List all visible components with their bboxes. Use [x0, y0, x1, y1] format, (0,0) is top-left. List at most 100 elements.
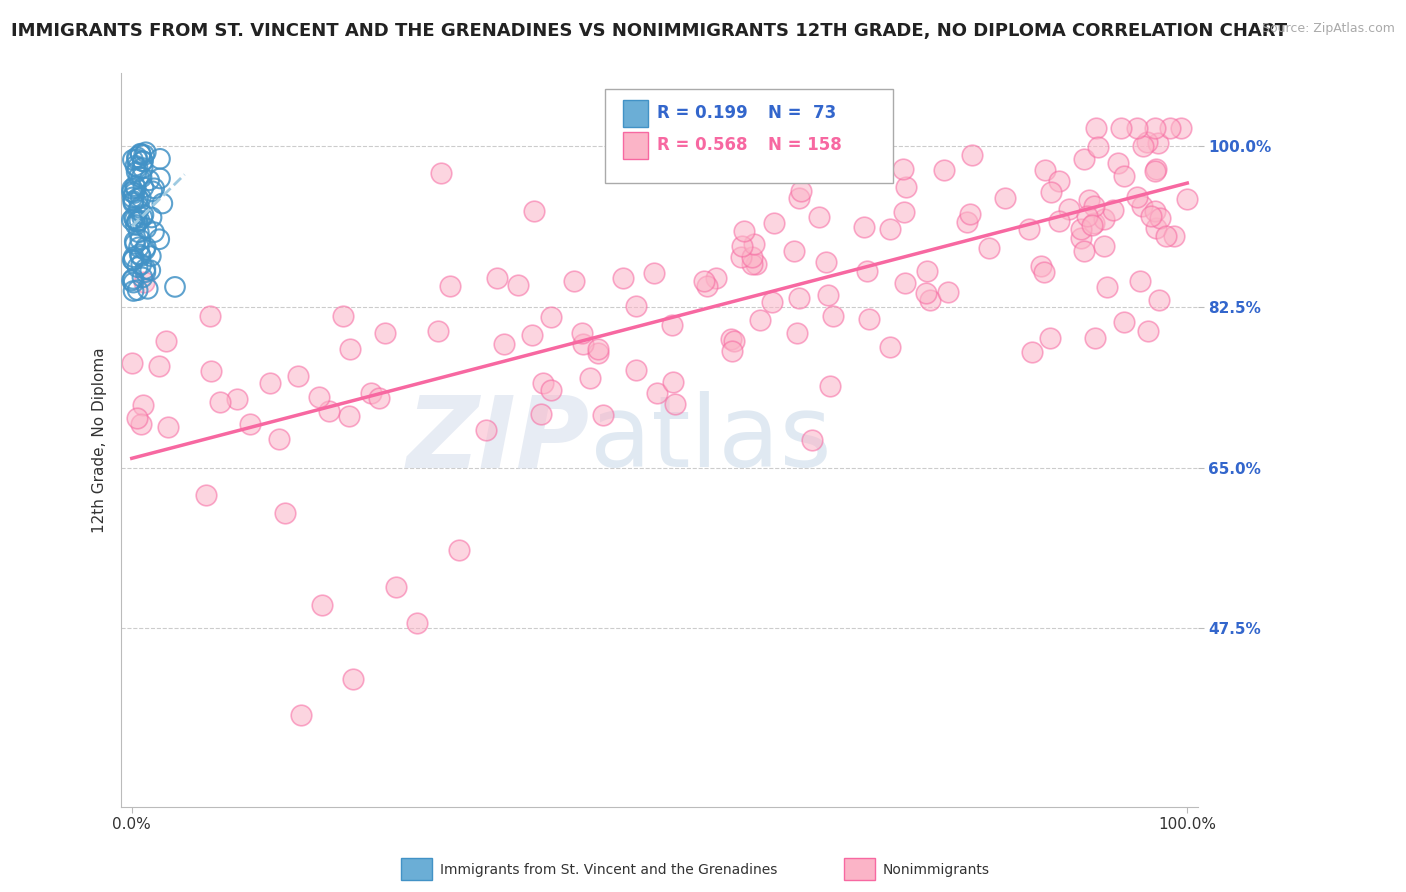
- Point: [571, 336, 593, 351]
- Point: [132, 154, 155, 169]
- Point: [1039, 331, 1062, 345]
- Point: [1085, 121, 1108, 136]
- Point: [723, 334, 745, 349]
- Point: [1144, 162, 1167, 177]
- Point: [127, 215, 149, 229]
- Point: [128, 225, 150, 239]
- Point: [879, 222, 901, 236]
- Point: [1032, 265, 1054, 279]
- Point: [128, 213, 150, 227]
- Point: [1070, 231, 1092, 245]
- Point: [200, 364, 222, 378]
- Point: [1137, 324, 1160, 338]
- Point: [129, 249, 152, 263]
- Point: [135, 145, 157, 160]
- Point: [530, 407, 553, 421]
- Point: [360, 385, 382, 400]
- Point: [520, 327, 543, 342]
- Point: [127, 153, 149, 167]
- Point: [132, 154, 155, 169]
- Point: [540, 383, 562, 397]
- Text: Source: ZipAtlas.com: Source: ZipAtlas.com: [1261, 22, 1395, 36]
- Point: [384, 580, 406, 594]
- Point: [149, 152, 172, 166]
- Point: [124, 234, 146, 248]
- Point: [979, 241, 1001, 255]
- Point: [259, 376, 281, 390]
- Point: [150, 196, 173, 211]
- Point: [1039, 185, 1062, 199]
- Text: N =  73: N = 73: [768, 104, 837, 122]
- Point: [122, 272, 145, 286]
- Point: [274, 507, 297, 521]
- Point: [661, 318, 683, 332]
- Point: [1047, 173, 1070, 187]
- Point: [817, 288, 839, 302]
- Point: [994, 191, 1017, 205]
- Point: [1021, 345, 1043, 359]
- Point: [956, 215, 979, 229]
- Point: [127, 410, 149, 425]
- Point: [128, 240, 150, 254]
- Point: [494, 337, 516, 351]
- Point: [121, 190, 143, 204]
- Point: [1147, 136, 1170, 151]
- Point: [1144, 221, 1167, 235]
- Point: [134, 275, 156, 289]
- Point: [730, 239, 752, 253]
- Point: [745, 257, 768, 271]
- Text: Immigrants from St. Vincent and the Grenadines: Immigrants from St. Vincent and the Gren…: [440, 863, 778, 877]
- Point: [128, 247, 150, 261]
- Point: [748, 313, 770, 327]
- Point: [121, 356, 143, 370]
- Point: [129, 233, 152, 247]
- Point: [1087, 139, 1109, 153]
- Point: [405, 616, 427, 631]
- Point: [917, 264, 939, 278]
- Point: [127, 161, 149, 175]
- Point: [131, 170, 153, 185]
- Point: [1092, 211, 1115, 226]
- Point: [209, 394, 232, 409]
- Point: [1073, 244, 1095, 258]
- Point: [121, 273, 143, 287]
- Point: [1144, 204, 1167, 219]
- Point: [122, 153, 145, 167]
- Point: [1144, 163, 1167, 178]
- Point: [1035, 163, 1057, 178]
- Text: Nonimmigrants: Nonimmigrants: [883, 863, 990, 877]
- Point: [624, 299, 647, 313]
- Point: [741, 250, 763, 264]
- Point: [856, 263, 879, 277]
- Point: [858, 312, 880, 326]
- Point: [815, 254, 838, 268]
- Point: [1170, 121, 1192, 136]
- Point: [122, 250, 145, 264]
- Point: [225, 392, 247, 406]
- Point: [1102, 202, 1125, 217]
- Point: [1112, 315, 1135, 329]
- Text: R = 0.199: R = 0.199: [657, 104, 748, 122]
- Point: [643, 266, 665, 280]
- Point: [129, 417, 152, 431]
- Point: [337, 409, 360, 423]
- Point: [564, 274, 586, 288]
- Point: [134, 265, 156, 279]
- Point: [129, 147, 152, 161]
- Point: [920, 293, 942, 307]
- Point: [741, 257, 763, 271]
- Point: [136, 282, 159, 296]
- Point: [290, 708, 312, 723]
- Point: [122, 195, 145, 210]
- Point: [122, 253, 145, 268]
- Point: [122, 276, 145, 290]
- Point: [131, 270, 153, 285]
- Point: [586, 345, 609, 359]
- Point: [332, 309, 354, 323]
- Point: [148, 359, 170, 373]
- Text: atlas: atlas: [589, 392, 831, 489]
- Point: [853, 220, 876, 235]
- Point: [934, 162, 956, 177]
- Point: [915, 285, 938, 300]
- Point: [664, 397, 686, 411]
